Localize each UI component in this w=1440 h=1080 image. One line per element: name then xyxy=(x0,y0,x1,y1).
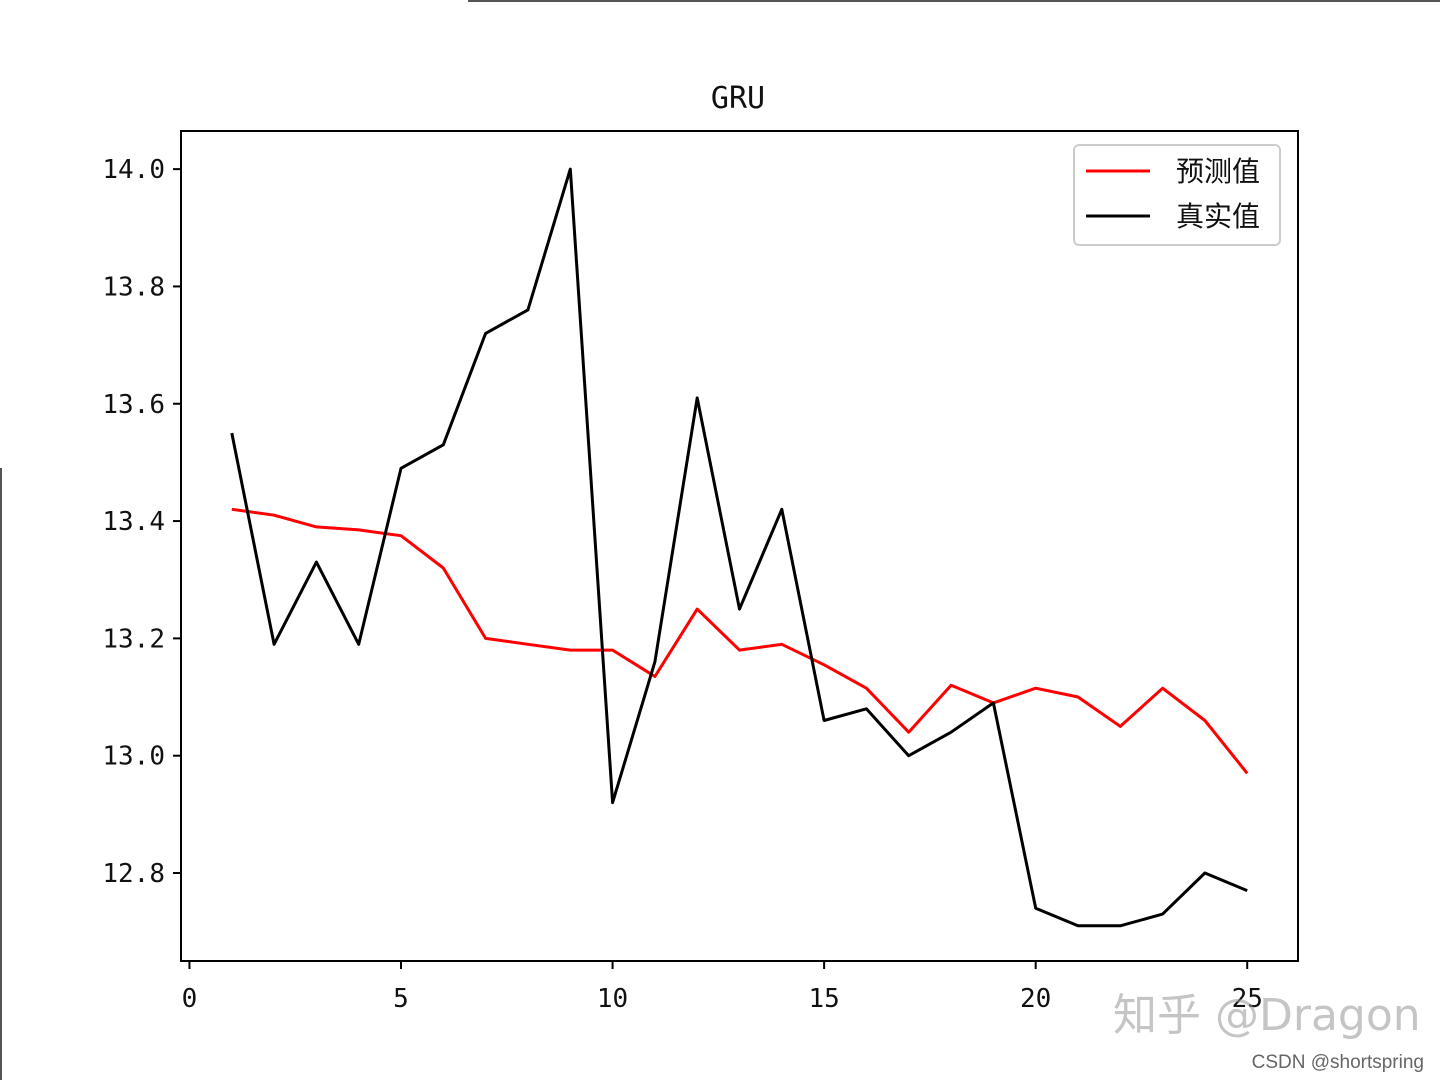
y-tick-label: 13.4 xyxy=(102,507,165,537)
y-tick-label: 13.8 xyxy=(102,272,165,302)
x-tick-label: 0 xyxy=(182,984,198,1014)
y-tick-label: 14.0 xyxy=(102,155,165,185)
y-tick-label: 13.6 xyxy=(102,390,165,420)
legend: 预测值 真实值 xyxy=(1073,144,1281,246)
y-tick-label: 12.8 xyxy=(102,859,165,889)
zhihu-watermark: 知乎 @Dragon xyxy=(1113,990,1421,1041)
legend-label-predicted: 预测值 xyxy=(1176,155,1260,188)
y-tick-label: 13.0 xyxy=(102,742,165,772)
x-tick-label: 25 xyxy=(1232,984,1263,1014)
legend-label-actual: 真实值 xyxy=(1176,200,1260,233)
ticks-layer: 0 5 10 15 20 25 12.8 13.0 13.2 13.4 13.6 13.8 14.0 xyxy=(102,155,1263,1014)
x-tick-label: 5 xyxy=(393,984,409,1014)
series-layer xyxy=(230,167,1249,928)
series-line-actual xyxy=(230,167,1248,928)
series-line-predicted xyxy=(231,507,1249,775)
plot-area-frame xyxy=(180,130,1299,962)
csdn-watermark: CSDN @shortspring xyxy=(1252,1052,1424,1073)
x-tick-label: 10 xyxy=(597,984,628,1014)
x-tick-label: 20 xyxy=(1020,984,1051,1014)
chart-title: GRU xyxy=(711,81,765,116)
y-tick-label: 13.2 xyxy=(102,624,165,654)
x-tick-label: 15 xyxy=(808,984,839,1014)
